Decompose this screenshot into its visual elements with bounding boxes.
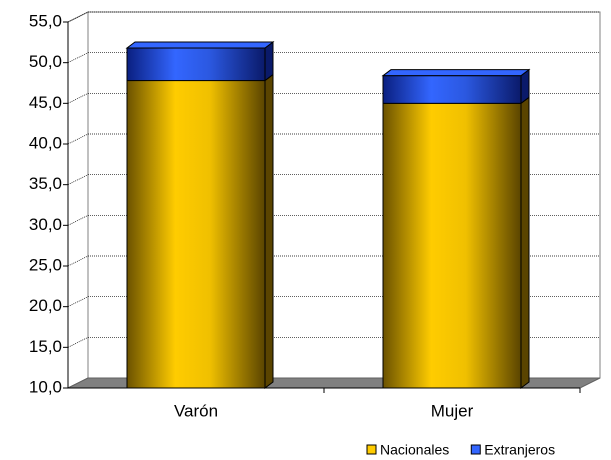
bar-segment	[126, 47, 266, 82]
grid-line-side	[67, 296, 89, 307]
bar-side	[264, 73, 274, 389]
legend-swatch	[470, 444, 481, 455]
grid-line-side	[67, 215, 89, 226]
y-tick-label: 35,0	[29, 174, 62, 193]
grid-line-side	[67, 11, 89, 23]
y-tick-label: 50,0	[29, 52, 62, 71]
x-tick-label: Varón	[174, 401, 218, 420]
bar-segment	[126, 80, 266, 389]
grid-line-side	[67, 337, 89, 348]
grid-line-side	[67, 133, 89, 145]
grid-line-side	[67, 255, 89, 267]
y-tick-label: 40,0	[29, 133, 62, 152]
x-tick-label: Mujer	[431, 401, 474, 420]
grid-line-side	[67, 174, 89, 185]
legend: Nacionales Extranjeros	[366, 442, 555, 458]
side-wall	[67, 11, 89, 389]
grid-line-side	[67, 93, 89, 104]
bar-side	[264, 41, 274, 82]
bar-top	[381, 69, 531, 77]
y-tick-label: 55,0	[29, 11, 62, 30]
y-tick-label: 25,0	[29, 255, 62, 274]
legend-label: Nacionales	[380, 442, 449, 458]
bar-side	[520, 96, 530, 389]
y-tick-label: 30,0	[29, 215, 62, 234]
y-tick-label: 10,0	[29, 377, 62, 396]
y-tick-label: 15,0	[29, 337, 62, 356]
bar-top	[125, 41, 275, 49]
y-tick-label: 45,0	[29, 93, 62, 112]
legend-swatch	[366, 444, 377, 455]
grid-line-side	[67, 52, 89, 63]
bar-segment	[382, 75, 522, 104]
legend-label: Extranjeros	[484, 442, 555, 458]
bar-segment	[382, 102, 522, 389]
y-tick-label: 20,0	[29, 296, 62, 315]
